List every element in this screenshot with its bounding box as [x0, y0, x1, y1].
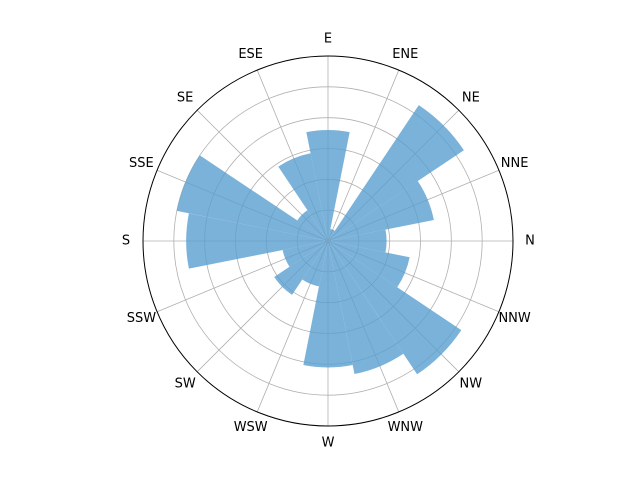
bar-nnw [328, 241, 410, 288]
bar-ssw [282, 241, 328, 267]
frame-layer [142, 55, 514, 427]
polar-frame [142, 55, 514, 427]
bar-sw [274, 241, 328, 295]
direction-label-wsw: WSW [234, 420, 268, 435]
bar-nne [328, 181, 434, 241]
bar-wnw [328, 241, 404, 375]
bar-sse [176, 155, 328, 241]
direction-label-nw: NW [460, 376, 483, 391]
direction-label-ene: ENE [392, 47, 418, 62]
direction-label-s: S [122, 234, 130, 249]
direction-label-ese: ESE [238, 47, 263, 62]
direction-label-sw: SW [175, 376, 196, 391]
direction-label-sse: SSE [129, 156, 154, 171]
bar-ese [278, 153, 328, 241]
direction-label-nne: NNE [501, 156, 529, 171]
bar-nw [328, 241, 462, 375]
bar-ne [328, 105, 464, 242]
bar-se [297, 210, 328, 241]
direction-label-w: W [322, 436, 335, 451]
direction-label-se: SE [177, 91, 193, 106]
bar-w [303, 241, 353, 368]
direction-label-e: E [324, 32, 332, 47]
direction-label-wnw: WNW [388, 420, 424, 435]
bar-layer [176, 105, 464, 375]
bar-e [306, 129, 350, 241]
bar-n [328, 229, 387, 253]
bar-wsw [302, 241, 328, 287]
label-layer: N NNE NE ENE E ESE SE SSE S SSW SW WSW W WNW NW NNW [122, 32, 535, 451]
direction-label-ne: NE [462, 91, 480, 106]
direction-label-ssw: SSW [127, 311, 157, 326]
bar-s [186, 213, 328, 269]
direction-label-n: N [525, 234, 535, 249]
angular-gridline-ene [327, 69, 400, 242]
bar-ene [328, 228, 335, 241]
direction-label-nnw: NNW [498, 311, 530, 326]
